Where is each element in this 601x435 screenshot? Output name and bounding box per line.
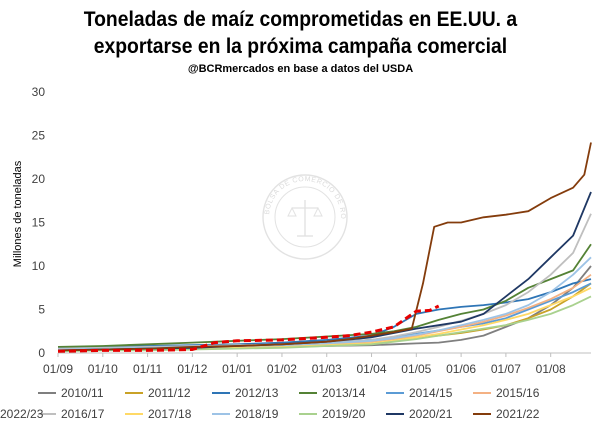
series-layer (57, 142, 592, 353)
legend-label: 2017/18 (148, 407, 192, 421)
legend-label: 2022/23 (0, 407, 44, 421)
series-line-2013-14 (57, 243, 592, 348)
x-tick-label: 01/04 (357, 362, 387, 376)
legend-item: 2014/15 (386, 386, 453, 400)
legend-label: 2011/12 (148, 386, 191, 400)
legend-item: 2022/23 (0, 407, 44, 421)
legend-item: 2010/11 (38, 386, 104, 400)
watermark-text: BOLSA DE COMERCIO DE ROSARIO (0, 0, 345, 219)
x-tick-label: 01/09 (43, 362, 73, 376)
legend-item: 2020/21 (386, 407, 453, 421)
legend-label: 2010/11 (61, 386, 104, 400)
x-tick-label: 01/10 (88, 362, 118, 376)
legend-label: 2013/14 (322, 386, 366, 400)
legend-item: 2016/17 (38, 407, 105, 421)
x-tick-label: 01/08 (536, 362, 566, 376)
y-tick-label: 20 (32, 172, 46, 186)
legend-item: 2019/20 (299, 407, 366, 421)
x-tick-label: 01/05 (401, 362, 431, 376)
y-tick-label: 10 (32, 259, 46, 273)
legend-label: 2020/21 (409, 407, 453, 421)
series-line-2022-23 (57, 304, 440, 353)
axes: 0 5 10 15 20 25 30 01/09 01/10 01/11 01/12 01/01 01/… (32, 85, 591, 376)
legend-item: 2018/19 (212, 407, 279, 421)
series-line-2018-19 (57, 256, 592, 351)
x-tick-label: 01/12 (177, 362, 207, 376)
legend: 2010/11 2011/12 2012/13 2013/14 2014/15 2015/… (0, 386, 540, 421)
series-line-2016-17 (57, 213, 592, 350)
legend-item: 2013/14 (299, 386, 366, 400)
legend-label: 2018/19 (235, 407, 279, 421)
legend-label: 2015/16 (496, 386, 540, 400)
legend-label: 2016/17 (61, 407, 105, 421)
chart-subtitle: @BCRmercados en base a datos del USDA (187, 63, 414, 75)
x-tick-label: 01/01 (222, 362, 252, 376)
x-tick-label: 01/03 (312, 362, 342, 376)
x-tick-label: 01/06 (446, 362, 476, 376)
chart-title-line-1: Toneladas de maíz comprometidas en EE.UU… (83, 8, 518, 31)
y-tick-label: 0 (38, 346, 45, 360)
legend-item: 2017/18 (125, 407, 192, 421)
legend-item: 2011/12 (125, 386, 191, 400)
y-tick-label: 25 (32, 129, 46, 143)
legend-item: 2021/22 (473, 407, 540, 421)
legend-item: 2015/16 (473, 386, 540, 400)
watermark-seal-icon: BOLSA DE COMERCIO DE ROSARIO (0, 0, 348, 260)
legend-label: 2019/20 (322, 407, 366, 421)
series-line-2020-21 (57, 191, 592, 352)
legend-label: 2012/13 (235, 386, 279, 400)
x-tick-label: 01/11 (133, 362, 162, 376)
series-line-2021-22 (57, 142, 592, 352)
y-tick-label: 15 (32, 216, 46, 230)
y-tick-label: 5 (38, 303, 45, 317)
x-tick-label: 01/02 (267, 362, 297, 376)
legend-item: 2012/13 (212, 386, 279, 400)
x-tick-label: 01/07 (491, 362, 521, 376)
legend-label: 2014/15 (409, 386, 453, 400)
legend-label: 2021/22 (496, 407, 540, 421)
svg-text:BOLSA DE COMERCIO DE ROSARIO: BOLSA DE COMERCIO DE ROSARIO (0, 0, 346, 219)
y-tick-label: 30 (32, 85, 46, 99)
chart-title-line-2: exportarse en la próxima campaña comerci… (93, 35, 508, 58)
